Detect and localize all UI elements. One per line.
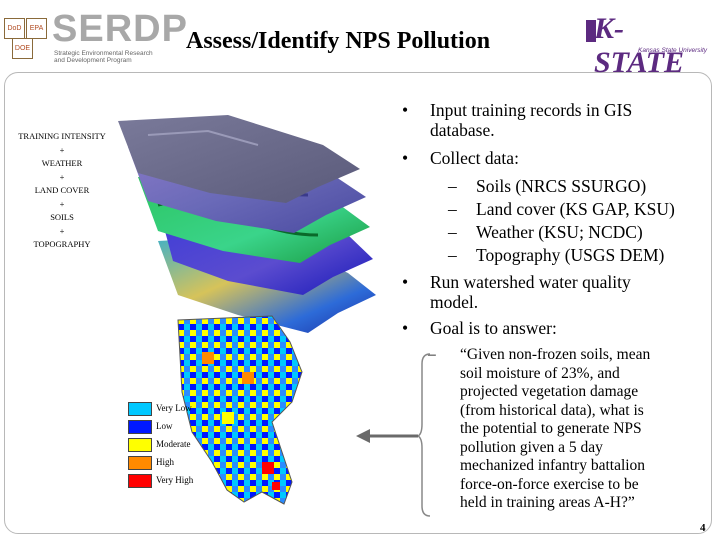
layer-training-intensity: [118, 115, 360, 203]
legend-swatch: [128, 438, 152, 452]
layer-label-plus: +: [59, 171, 65, 182]
quote-line: projected vegetation damage: [460, 383, 639, 400]
quote-line: the potential to generate NPS: [460, 420, 642, 437]
legend-label: Low: [156, 421, 173, 431]
legend-swatch: [128, 456, 152, 470]
kstate-logo: K-STATE Kansas State University: [584, 12, 714, 79]
sub-bullet-text: Weather (KSU; NCDC): [476, 222, 643, 242]
legend-label: Very High: [156, 475, 194, 485]
bullet-symbol: •: [402, 272, 409, 292]
legend-label: Moderate: [156, 439, 191, 449]
layer-label-topography: TOPOGRAPHY: [33, 239, 91, 249]
layer-label-plus: +: [59, 144, 65, 155]
quote-line: force-on-force exercise to be: [460, 475, 639, 493]
pollution-potential-map: [177, 315, 303, 505]
serdp-subtitle-line: and Development Program: [54, 57, 132, 64]
quote-line: pollution given a 5 day: [460, 438, 603, 456]
gis-layer-stack: [118, 115, 376, 333]
dash-symbol: –: [428, 346, 436, 363]
layer-label-soils: SOILS: [50, 212, 74, 222]
kstate-subtitle: Kansas State University: [638, 47, 708, 54]
bullet-text: model.: [430, 292, 479, 312]
layer-label-plus: +: [59, 198, 65, 209]
legend-label: High: [156, 457, 174, 467]
bullet-symbol: •: [402, 100, 409, 120]
doe-logo: DOE: [12, 38, 33, 59]
quote-line: (from historical data), what is: [460, 401, 644, 419]
bullet-text: Input training records in GIS: [430, 100, 633, 120]
layer-label-plus: +: [59, 225, 65, 236]
dash-symbol: –: [448, 222, 457, 242]
layer-label-training: TRAINING INTENSITY: [18, 131, 106, 141]
dash-symbol: –: [448, 176, 457, 196]
legend-swatch: [128, 420, 152, 434]
layer-label-weather: WEATHER: [41, 158, 83, 168]
quote-line: held in training areas A-H?”: [460, 494, 635, 511]
legend-swatch: [128, 474, 152, 488]
dod-logo: DoD: [4, 18, 25, 39]
serdp-wordmark: SERDP: [52, 8, 188, 50]
serdp-subtitle-line: Strategic Environmental Research: [54, 50, 153, 57]
serdp-logo: DoD EPA DOE SERDP Strategic Environmenta…: [2, 4, 187, 66]
quote-line: mechanized infantry battalion: [460, 457, 646, 474]
bullet-text: Goal is to answer:: [430, 318, 557, 338]
sub-bullet-text: Topography (USGS DEM): [476, 245, 665, 265]
epa-logo: EPA: [26, 18, 47, 39]
slide-frame: [4, 72, 712, 534]
dash-symbol: –: [448, 245, 457, 265]
wildcat-icon: [586, 20, 596, 42]
legend-label: Very Low: [156, 403, 192, 413]
sub-bullet-text: Land cover (KS GAP, KSU): [476, 199, 675, 219]
bullet-symbol: •: [402, 148, 409, 168]
layer-labels: TRAINING INTENSITY + WEATHER + LAND COVE…: [6, 130, 118, 252]
quote-line: soil moisture of 23%, and: [460, 364, 620, 382]
layer-label-landcover: LAND COVER: [34, 185, 90, 195]
quote-line: “Given non-frozen soils, mean: [460, 346, 651, 363]
kstate-wordmark: K-STATE: [594, 12, 685, 79]
serdp-subtitle: Strategic Environmental Research and Dev…: [54, 50, 164, 64]
page-title: Assess/Identify NPS Pollution: [186, 28, 491, 54]
page-number: 4: [700, 522, 706, 534]
bullet-text: Run watershed water quality: [430, 272, 631, 292]
brace-icon: [418, 353, 431, 517]
sub-bullet-text: Soils (NRCS SSURGO): [476, 176, 647, 196]
bullet-symbol: •: [402, 318, 409, 338]
bullet-text: Collect data:: [430, 148, 519, 168]
arrow-left-icon: [356, 429, 418, 443]
bullet-text: database.: [430, 120, 495, 140]
dash-symbol: –: [448, 199, 457, 219]
legend-swatch: [128, 402, 152, 416]
